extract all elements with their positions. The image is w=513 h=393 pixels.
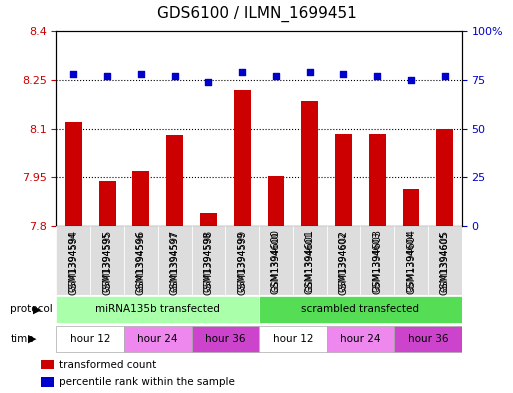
- Text: hour 24: hour 24: [340, 334, 381, 344]
- Point: [103, 73, 111, 79]
- FancyBboxPatch shape: [327, 326, 394, 352]
- Text: GSM1394597: GSM1394597: [170, 230, 180, 295]
- Point: [238, 69, 246, 75]
- FancyBboxPatch shape: [428, 226, 462, 295]
- Text: GSM1394598: GSM1394598: [204, 230, 213, 294]
- Text: transformed count: transformed count: [59, 360, 156, 370]
- Bar: [132, 171, 149, 226]
- FancyBboxPatch shape: [124, 326, 191, 352]
- Bar: [65, 122, 82, 226]
- FancyBboxPatch shape: [90, 226, 124, 295]
- Text: GSM1394594: GSM1394594: [69, 231, 78, 292]
- Text: hour 36: hour 36: [205, 334, 246, 344]
- Bar: [335, 134, 352, 226]
- Text: hour 24: hour 24: [137, 334, 178, 344]
- Text: GSM1394602: GSM1394602: [339, 230, 348, 294]
- Point: [272, 73, 280, 79]
- Bar: [41, 377, 54, 387]
- Text: GSM1394600: GSM1394600: [271, 230, 281, 294]
- Text: GSM1394602: GSM1394602: [339, 231, 348, 292]
- Point: [441, 73, 449, 79]
- Text: GSM1394596: GSM1394596: [136, 231, 145, 292]
- Point: [306, 69, 314, 75]
- Text: GSM1394600: GSM1394600: [271, 231, 281, 292]
- Text: GSM1394603: GSM1394603: [373, 231, 382, 292]
- Text: hour 12: hour 12: [70, 334, 110, 344]
- Bar: [41, 360, 54, 369]
- Text: scrambled transfected: scrambled transfected: [301, 305, 420, 314]
- FancyBboxPatch shape: [225, 226, 259, 295]
- FancyBboxPatch shape: [259, 326, 327, 352]
- Text: GSM1394599: GSM1394599: [237, 230, 247, 294]
- Point: [373, 73, 381, 79]
- Text: GSM1394604: GSM1394604: [406, 231, 416, 292]
- FancyBboxPatch shape: [394, 326, 462, 352]
- Point: [137, 71, 145, 77]
- Bar: [301, 101, 318, 226]
- FancyBboxPatch shape: [394, 226, 428, 295]
- Text: protocol: protocol: [10, 305, 53, 314]
- Text: GSM1394598: GSM1394598: [204, 231, 213, 292]
- Bar: [166, 135, 183, 226]
- Text: GSM1394595: GSM1394595: [103, 231, 112, 292]
- Text: GDS6100 / ILMN_1699451: GDS6100 / ILMN_1699451: [156, 6, 357, 22]
- FancyBboxPatch shape: [56, 296, 259, 323]
- Text: GSM1394595: GSM1394595: [102, 230, 112, 295]
- FancyBboxPatch shape: [157, 226, 191, 295]
- Text: GSM1394605: GSM1394605: [440, 230, 450, 294]
- Bar: [200, 213, 217, 226]
- Text: ▶: ▶: [28, 334, 37, 344]
- FancyBboxPatch shape: [259, 296, 462, 323]
- FancyBboxPatch shape: [56, 326, 124, 352]
- Text: hour 36: hour 36: [408, 334, 448, 344]
- Text: hour 12: hour 12: [272, 334, 313, 344]
- Text: percentile rank within the sample: percentile rank within the sample: [59, 377, 235, 387]
- Text: GSM1394597: GSM1394597: [170, 231, 179, 292]
- FancyBboxPatch shape: [293, 226, 327, 295]
- FancyBboxPatch shape: [327, 226, 360, 295]
- Text: GSM1394601: GSM1394601: [305, 231, 314, 292]
- Point: [407, 77, 415, 83]
- Text: GSM1394596: GSM1394596: [136, 230, 146, 294]
- FancyBboxPatch shape: [360, 226, 394, 295]
- Bar: [369, 134, 386, 226]
- Text: GSM1394599: GSM1394599: [238, 231, 247, 292]
- Text: GSM1394601: GSM1394601: [305, 230, 314, 294]
- FancyBboxPatch shape: [191, 226, 225, 295]
- Text: GSM1394594: GSM1394594: [68, 230, 78, 294]
- Text: GSM1394603: GSM1394603: [372, 230, 382, 294]
- Text: ▶: ▶: [33, 305, 42, 314]
- FancyBboxPatch shape: [124, 226, 157, 295]
- FancyBboxPatch shape: [191, 326, 259, 352]
- Point: [69, 71, 77, 77]
- Text: GSM1394604: GSM1394604: [406, 230, 416, 294]
- Text: time: time: [10, 334, 34, 344]
- FancyBboxPatch shape: [259, 226, 293, 295]
- Text: miRNA135b transfected: miRNA135b transfected: [95, 305, 220, 314]
- Bar: [403, 189, 420, 226]
- Bar: [267, 176, 284, 226]
- FancyBboxPatch shape: [56, 226, 90, 295]
- Bar: [437, 129, 453, 226]
- Bar: [98, 180, 115, 226]
- Bar: [234, 90, 251, 226]
- Text: GSM1394605: GSM1394605: [440, 231, 449, 292]
- Point: [170, 73, 179, 79]
- Point: [340, 71, 348, 77]
- Point: [204, 79, 212, 85]
